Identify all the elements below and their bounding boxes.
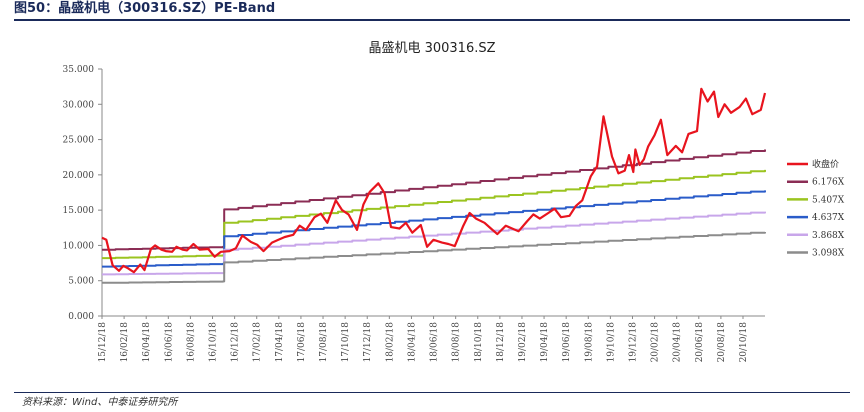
x-tick-label: 18/02/18 bbox=[385, 322, 395, 363]
y-tick-label: 0.000 bbox=[68, 312, 94, 322]
legend: 收盘价 6.176X 5.407X 4.637X 3.868X 3.098X bbox=[787, 158, 845, 259]
x-tick-label: 17/02/18 bbox=[253, 322, 263, 363]
x-tick-label: 17/06/18 bbox=[297, 322, 307, 363]
x-tick-label: 19/10/18 bbox=[606, 322, 616, 363]
y-tick-label: 10.000 bbox=[63, 241, 95, 251]
x-tick-label: 17/10/18 bbox=[341, 322, 351, 363]
caption-rule bbox=[14, 19, 850, 21]
source-rule bbox=[14, 392, 850, 393]
chart-title: 晶盛机电 300316.SZ bbox=[368, 41, 495, 56]
x-tick-label: 16/04/18 bbox=[142, 322, 152, 363]
x-tick-label: 19/12/18 bbox=[628, 322, 638, 363]
x-tick-label: 20/08/18 bbox=[717, 322, 727, 363]
pe-band-line-5-407X bbox=[102, 169, 766, 260]
x-tick-label: 17/12/18 bbox=[363, 322, 373, 363]
x-tick-label: 20/04/18 bbox=[673, 322, 683, 363]
pe-band-line-3-098X bbox=[102, 231, 766, 284]
legend-label: 6.176X bbox=[812, 178, 845, 188]
x-tick-label: 19/06/18 bbox=[562, 322, 572, 363]
legend-label: 5.407X bbox=[812, 195, 845, 205]
x-tick-label: 16/12/18 bbox=[231, 322, 241, 363]
x-tick-label: 18/06/18 bbox=[430, 322, 440, 363]
legend-label: 3.098X bbox=[812, 249, 845, 259]
x-tick-label: 20/06/18 bbox=[695, 322, 705, 363]
x-tick-label: 20/10/18 bbox=[739, 322, 749, 363]
x-tick-label: 18/10/18 bbox=[474, 322, 484, 363]
x-tick-label: 16/02/18 bbox=[120, 322, 130, 363]
x-tick-label: 19/02/18 bbox=[518, 322, 528, 363]
x-tick-label: 17/04/18 bbox=[275, 322, 285, 363]
y-tick-label: 15.000 bbox=[63, 206, 95, 216]
source-note: 资料来源：Wind、中泰证券研究所 bbox=[22, 397, 178, 408]
x-tick-label: 15/12/18 bbox=[98, 322, 108, 363]
close-price-line bbox=[101, 87, 767, 274]
x-tick-label: 18/04/18 bbox=[407, 322, 417, 363]
x-tick-label: 18/12/18 bbox=[496, 322, 506, 363]
y-tick-label: 20.000 bbox=[63, 171, 95, 181]
pe-band-line-4-637X bbox=[102, 190, 766, 268]
x-tick-label: 17/08/18 bbox=[319, 322, 329, 363]
legend-label: 3.868X bbox=[812, 231, 845, 241]
series-layer bbox=[101, 87, 767, 284]
x-tick-label: 19/08/18 bbox=[584, 322, 594, 363]
x-tick-label: 16/06/18 bbox=[164, 322, 174, 363]
pe-band-line-6-176X bbox=[102, 149, 766, 251]
x-tick-label: 19/04/18 bbox=[540, 322, 550, 363]
x-tick-label: 20/02/18 bbox=[651, 322, 661, 363]
x-tick-label: 16/08/18 bbox=[186, 322, 196, 363]
x-tick-label: 18/08/18 bbox=[452, 322, 462, 363]
legend-label: 收盘价 bbox=[812, 158, 839, 170]
axes: 0.000 5.000 10.000 15.000 20.000 25.000 30.000… bbox=[63, 65, 765, 363]
x-tick-label: 16/10/18 bbox=[209, 322, 219, 363]
figure-caption: 图50：晶盛机电（300316.SZ）PE-Band bbox=[14, 1, 276, 16]
legend-label: 4.637X bbox=[812, 213, 845, 223]
y-tick-label: 5.000 bbox=[68, 277, 94, 287]
y-tick-label: 25.000 bbox=[63, 136, 95, 146]
y-tick-label: 35.000 bbox=[63, 65, 95, 75]
y-tick-label: 30.000 bbox=[63, 100, 95, 110]
